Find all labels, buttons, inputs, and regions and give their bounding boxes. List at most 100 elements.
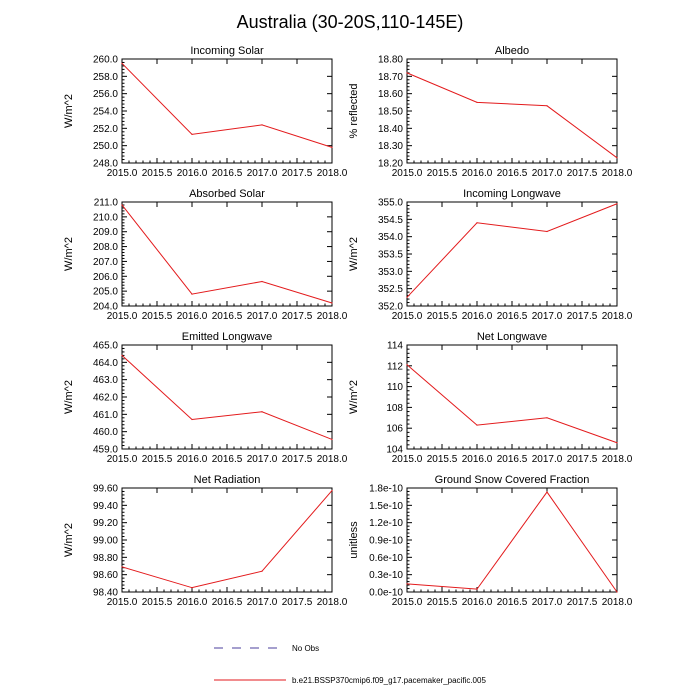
y-tick-label: 204.0 xyxy=(93,302,118,313)
panel-title: Incoming Solar xyxy=(190,45,264,57)
y-tick-label: 18.70 xyxy=(378,72,403,83)
y-tick-label: 258.0 xyxy=(93,72,118,83)
x-tick-label: 2016.0 xyxy=(177,168,208,179)
data-point xyxy=(261,280,263,283)
x-tick-label: 2015.0 xyxy=(392,311,423,322)
panel-title: Incoming Longwave xyxy=(463,188,561,200)
x-tick-label: 2018.0 xyxy=(317,168,348,179)
x-tick-label: 2016.0 xyxy=(177,597,208,608)
y-axis-label: W/m^2 xyxy=(63,523,75,557)
data-point xyxy=(121,204,123,206)
panel-albedo: Albedo % reflected 2015.0 2015.5 2016.0 2016.… xyxy=(348,45,633,179)
figure-title: Australia (30-20S,110-145E) xyxy=(237,12,464,32)
y-axis-label: W/m^2 xyxy=(348,380,360,414)
x-tick-label: 2016.0 xyxy=(177,454,208,465)
panel-title: Net Radiation xyxy=(194,474,261,486)
legend-obs-label: No Obs xyxy=(292,644,319,653)
y-tick-label: 355.0 xyxy=(378,198,403,209)
panel-ground-snow-covered-fraction: Ground Snow Covered Fraction unitless 2015… xyxy=(348,474,633,608)
y-tick-label: 99.00 xyxy=(93,536,118,547)
x-tick-label: 2015.5 xyxy=(142,168,173,179)
y-tick-label: 256.0 xyxy=(93,89,118,100)
y-tick-label: 106 xyxy=(386,424,403,435)
y-tick-label: 98.40 xyxy=(93,588,118,599)
y-tick-label: 211.0 xyxy=(94,198,119,209)
y-tick-label: 354.5 xyxy=(378,215,403,226)
y-tick-label: 206.0 xyxy=(93,272,118,283)
y-tick-label: 460.0 xyxy=(93,427,118,438)
data-point xyxy=(546,491,548,493)
x-tick-label: 2017.5 xyxy=(567,454,598,465)
y-tick-label: 209.0 xyxy=(93,227,118,238)
y-axis-label: W/m^2 xyxy=(63,380,75,414)
data-point xyxy=(546,417,548,419)
data-point xyxy=(406,72,408,74)
x-tick-label: 2016.5 xyxy=(212,454,243,465)
y-tick-label: 0.9e-10 xyxy=(369,536,403,547)
y-tick-label: 354.0 xyxy=(378,232,403,243)
y-tick-label: 0.6e-10 xyxy=(369,553,403,564)
y-tick-label: 0.0e-10 xyxy=(369,588,403,599)
x-tick-label: 2015.5 xyxy=(142,311,173,322)
x-tick-label: 2017.0 xyxy=(532,168,563,179)
y-tick-label: 108 xyxy=(386,403,403,414)
x-tick-label: 2015.5 xyxy=(427,454,458,465)
x-tick-label: 2018.0 xyxy=(317,454,348,465)
data-point xyxy=(261,124,263,126)
y-tick-label: 99.40 xyxy=(93,501,118,512)
x-tick-label: 2016.0 xyxy=(462,597,493,608)
y-tick-label: 353.0 xyxy=(378,267,403,278)
y-tick-label: 18.60 xyxy=(378,89,403,100)
data-point xyxy=(616,591,618,593)
data-point xyxy=(616,442,618,444)
y-tick-label: 248.0 xyxy=(93,159,118,170)
x-tick-label: 2017.5 xyxy=(282,454,313,465)
x-tick-label: 2016.5 xyxy=(497,168,528,179)
x-tick-label: 2015.0 xyxy=(392,597,423,608)
y-tick-label: 352.5 xyxy=(378,284,403,295)
y-tick-label: 462.0 xyxy=(93,393,118,404)
y-tick-label: 18.50 xyxy=(378,107,403,118)
x-tick-label: 2016.5 xyxy=(212,311,243,322)
x-tick-label: 2015.0 xyxy=(107,168,138,179)
y-tick-label: 352.0 xyxy=(378,302,403,313)
data-point xyxy=(476,101,478,103)
series-line xyxy=(121,490,333,589)
panel-absorbed-solar: Absorbed Solar W/m^2 2015.0 2015.5 2016.0 201… xyxy=(63,188,348,322)
panel-title: Ground Snow Covered Fraction xyxy=(435,474,590,486)
y-axis-label: W/m^2 xyxy=(63,237,75,271)
y-axis-label: W/m^2 xyxy=(63,94,75,128)
data-point xyxy=(546,230,548,233)
x-tick-label: 2017.0 xyxy=(247,597,278,608)
x-tick-label: 2018.0 xyxy=(317,311,348,322)
plot-frame xyxy=(406,58,618,164)
data-point xyxy=(191,587,193,589)
x-tick-label: 2015.0 xyxy=(107,597,138,608)
x-tick-label: 2017.5 xyxy=(567,168,598,179)
x-tick-label: 2017.0 xyxy=(532,311,563,322)
x-tick-label: 2015.5 xyxy=(142,597,173,608)
x-tick-label: 2015.0 xyxy=(392,168,423,179)
x-tick-label: 2017.5 xyxy=(282,311,313,322)
data-point xyxy=(121,62,123,64)
y-tick-label: 18.30 xyxy=(378,141,403,152)
x-tick-label: 2017.0 xyxy=(532,597,563,608)
y-tick-label: 464.0 xyxy=(93,358,118,369)
data-point xyxy=(331,146,333,148)
y-tick-label: 114 xyxy=(387,341,403,352)
data-point xyxy=(406,364,408,366)
y-tick-label: 99.60 xyxy=(93,484,118,495)
data-point xyxy=(121,566,123,568)
x-tick-label: 2017.0 xyxy=(247,311,278,322)
series-line xyxy=(121,204,333,304)
y-tick-label: 205.0 xyxy=(93,287,118,298)
x-tick-label: 2017.5 xyxy=(282,168,313,179)
data-point xyxy=(191,418,193,421)
y-tick-label: 98.80 xyxy=(93,553,118,564)
x-tick-label: 2016.0 xyxy=(177,311,208,322)
x-tick-label: 2017.0 xyxy=(247,454,278,465)
y-tick-label: 252.0 xyxy=(93,124,118,135)
data-point xyxy=(261,411,263,413)
y-tick-label: 260.0 xyxy=(93,55,118,66)
x-tick-label: 2015.5 xyxy=(427,311,458,322)
